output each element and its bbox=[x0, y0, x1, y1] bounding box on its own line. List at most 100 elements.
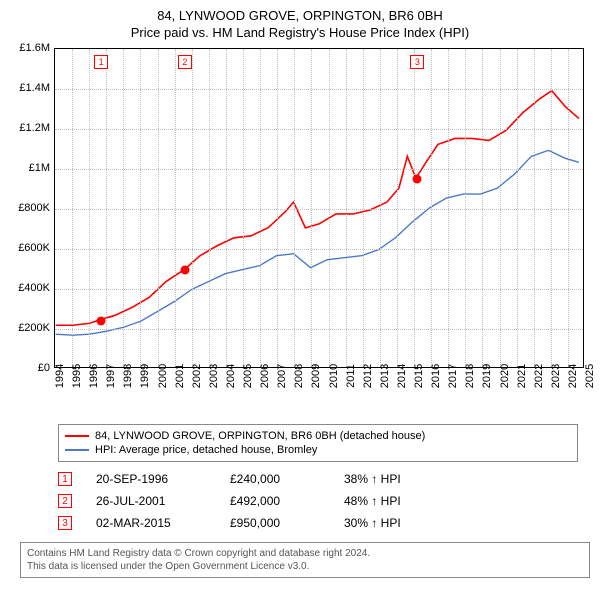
x-tick-label: 1995 bbox=[71, 364, 83, 388]
legend-label: HPI: Average price, detached house, Brom… bbox=[95, 444, 317, 456]
title-address: 84, LYNWOOD GROVE, ORPINGTON, BR6 0BH bbox=[10, 8, 590, 25]
x-tick-label: 2009 bbox=[310, 364, 322, 388]
sale-price: £950,000 bbox=[230, 516, 320, 530]
x-tick-label: 2015 bbox=[413, 364, 425, 388]
y-tick-label: £1M bbox=[29, 162, 50, 174]
sale-marker-box: 2 bbox=[178, 55, 192, 69]
y-tick-label: £1.4M bbox=[19, 82, 50, 94]
x-tick-label: 2023 bbox=[550, 364, 562, 388]
sale-price: £240,000 bbox=[230, 472, 320, 486]
v-gridline bbox=[397, 49, 398, 367]
x-tick-label: 2004 bbox=[225, 364, 237, 388]
line-series-svg bbox=[55, 49, 583, 367]
y-tick-label: £200K bbox=[18, 322, 50, 334]
v-gridline bbox=[500, 49, 501, 367]
x-tick-label: 2008 bbox=[293, 364, 305, 388]
x-tick-label: 2010 bbox=[328, 364, 340, 388]
y-tick-label: £0 bbox=[38, 362, 50, 374]
v-gridline bbox=[209, 49, 210, 367]
v-gridline bbox=[294, 49, 295, 367]
v-gridline bbox=[517, 49, 518, 367]
sale-hpi-delta: 48% ↑ HPI bbox=[344, 494, 401, 508]
v-gridline bbox=[311, 49, 312, 367]
x-tick-label: 2018 bbox=[464, 364, 476, 388]
v-gridline bbox=[414, 49, 415, 367]
x-tick-label: 1996 bbox=[88, 364, 100, 388]
x-tick-label: 1999 bbox=[139, 364, 151, 388]
v-gridline bbox=[158, 49, 159, 367]
x-tick-label: 2025 bbox=[584, 364, 596, 388]
sale-price: £492,000 bbox=[230, 494, 320, 508]
x-tick-label: 2020 bbox=[499, 364, 511, 388]
v-gridline bbox=[260, 49, 261, 367]
h-gridline bbox=[55, 129, 583, 130]
y-tick-label: £600K bbox=[18, 242, 50, 254]
legend-swatch bbox=[65, 435, 89, 437]
sale-row: 2 26-JUL-2001 £492,000 48% ↑ HPI bbox=[58, 490, 590, 512]
sale-date: 20-SEP-1996 bbox=[96, 472, 206, 486]
v-gridline bbox=[431, 49, 432, 367]
sale-date: 26-JUL-2001 bbox=[96, 494, 206, 508]
sale-number-badge: 3 bbox=[58, 516, 72, 530]
x-tick-label: 2003 bbox=[208, 364, 220, 388]
legend: 84, LYNWOOD GROVE, ORPINGTON, BR6 0BH (d… bbox=[58, 424, 578, 462]
title-subtitle: Price paid vs. HM Land Registry's House … bbox=[10, 25, 590, 42]
legend-label: 84, LYNWOOD GROVE, ORPINGTON, BR6 0BH (d… bbox=[95, 430, 425, 442]
v-gridline bbox=[380, 49, 381, 367]
chart-container: 84, LYNWOOD GROVE, ORPINGTON, BR6 0BH Pr… bbox=[0, 0, 600, 586]
x-tick-label: 1997 bbox=[105, 364, 117, 388]
h-gridline bbox=[55, 209, 583, 210]
legend-row: 84, LYNWOOD GROVE, ORPINGTON, BR6 0BH (d… bbox=[65, 429, 571, 443]
v-gridline bbox=[448, 49, 449, 367]
y-tick-label: £1.2M bbox=[19, 122, 50, 134]
y-tick-label: £800K bbox=[18, 202, 50, 214]
x-tick-label: 2017 bbox=[447, 364, 459, 388]
x-tick-label: 2019 bbox=[481, 364, 493, 388]
sale-hpi-delta: 38% ↑ HPI bbox=[344, 472, 401, 486]
v-gridline bbox=[329, 49, 330, 367]
v-gridline bbox=[140, 49, 141, 367]
x-tick-label: 2016 bbox=[430, 364, 442, 388]
sale-marker-dot bbox=[180, 266, 189, 275]
x-axis: 1994199519961997199819992000200120022003… bbox=[54, 368, 584, 418]
sale-date: 02-MAR-2015 bbox=[96, 516, 206, 530]
v-gridline bbox=[568, 49, 569, 367]
plot-area: 123 bbox=[54, 48, 584, 368]
x-tick-label: 2006 bbox=[259, 364, 271, 388]
v-gridline bbox=[277, 49, 278, 367]
x-tick-label: 1998 bbox=[122, 364, 134, 388]
v-gridline bbox=[72, 49, 73, 367]
v-gridline bbox=[534, 49, 535, 367]
x-tick-label: 1994 bbox=[54, 364, 66, 388]
sale-marker-dot bbox=[97, 316, 106, 325]
legend-row: HPI: Average price, detached house, Brom… bbox=[65, 443, 571, 457]
footer-line-2: This data is licensed under the Open Gov… bbox=[27, 560, 583, 573]
x-tick-label: 2001 bbox=[174, 364, 186, 388]
sale-row: 1 20-SEP-1996 £240,000 38% ↑ HPI bbox=[58, 468, 590, 490]
y-tick-label: £1.6M bbox=[19, 42, 50, 54]
chart-area: £0£200K£400K£600K£800K£1M£1.2M£1.4M£1.6M… bbox=[10, 48, 590, 418]
h-gridline bbox=[55, 249, 583, 250]
x-tick-label: 2022 bbox=[533, 364, 545, 388]
v-gridline bbox=[89, 49, 90, 367]
x-tick-label: 2011 bbox=[345, 364, 357, 388]
v-gridline bbox=[346, 49, 347, 367]
v-gridline bbox=[243, 49, 244, 367]
v-gridline bbox=[123, 49, 124, 367]
v-gridline bbox=[106, 49, 107, 367]
v-gridline bbox=[482, 49, 483, 367]
y-tick-label: £400K bbox=[18, 282, 50, 294]
x-tick-label: 2012 bbox=[362, 364, 374, 388]
sale-number-badge: 2 bbox=[58, 494, 72, 508]
h-gridline bbox=[55, 329, 583, 330]
h-gridline bbox=[55, 169, 583, 170]
h-gridline bbox=[55, 89, 583, 90]
sale-marker-dot bbox=[413, 174, 422, 183]
x-tick-label: 2024 bbox=[567, 364, 579, 388]
y-axis: £0£200K£400K£600K£800K£1M£1.2M£1.4M£1.6M bbox=[10, 48, 54, 368]
sale-marker-box: 1 bbox=[94, 55, 108, 69]
x-tick-label: 2013 bbox=[379, 364, 391, 388]
sale-row: 302-MAR-2015£950,00030% ↑ HPI bbox=[58, 512, 590, 534]
x-tick-label: 2007 bbox=[276, 364, 288, 388]
sale-number-badge: 1 bbox=[58, 472, 72, 486]
